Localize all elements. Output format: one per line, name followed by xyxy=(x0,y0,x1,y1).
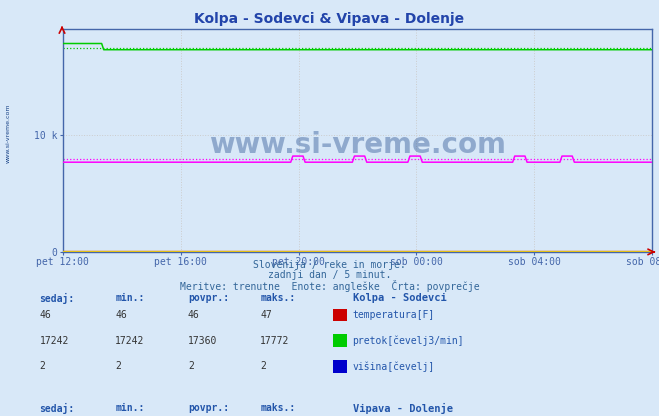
Text: pretok[čevelj3/min]: pretok[čevelj3/min] xyxy=(353,335,464,346)
Text: 47: 47 xyxy=(260,310,272,320)
Text: Kolpa - Sodevci & Vipava - Dolenje: Kolpa - Sodevci & Vipava - Dolenje xyxy=(194,12,465,26)
Text: 17242: 17242 xyxy=(115,336,145,346)
Text: 17772: 17772 xyxy=(260,336,290,346)
Text: višina[čevelj]: višina[čevelj] xyxy=(353,361,435,372)
Text: www.si-vreme.com: www.si-vreme.com xyxy=(209,131,506,159)
Text: Meritve: trenutne  Enote: angleške  Črta: povprečje: Meritve: trenutne Enote: angleške Črta: … xyxy=(180,280,479,292)
Text: 2: 2 xyxy=(260,362,266,371)
Text: povpr.:: povpr.: xyxy=(188,293,229,303)
Text: maks.:: maks.: xyxy=(260,293,295,303)
Text: povpr.:: povpr.: xyxy=(188,403,229,413)
Text: 46: 46 xyxy=(115,310,127,320)
Text: www.si-vreme.com: www.si-vreme.com xyxy=(5,103,11,163)
Text: Slovenija / reke in morje.: Slovenija / reke in morje. xyxy=(253,260,406,270)
Text: 46: 46 xyxy=(188,310,200,320)
Text: 2: 2 xyxy=(40,362,45,371)
Text: min.:: min.: xyxy=(115,293,145,303)
Text: temperatura[F]: temperatura[F] xyxy=(353,310,435,320)
Text: Vipava - Dolenje: Vipava - Dolenje xyxy=(353,403,453,414)
Text: 17360: 17360 xyxy=(188,336,217,346)
Text: maks.:: maks.: xyxy=(260,403,295,413)
Text: 2: 2 xyxy=(115,362,121,371)
Text: 46: 46 xyxy=(40,310,51,320)
Text: sedaj:: sedaj: xyxy=(40,293,74,305)
Text: 17242: 17242 xyxy=(40,336,69,346)
Text: sedaj:: sedaj: xyxy=(40,403,74,414)
Text: Kolpa - Sodevci: Kolpa - Sodevci xyxy=(353,293,446,303)
Text: min.:: min.: xyxy=(115,403,145,413)
Text: 2: 2 xyxy=(188,362,194,371)
Text: zadnji dan / 5 minut.: zadnji dan / 5 minut. xyxy=(268,270,391,280)
